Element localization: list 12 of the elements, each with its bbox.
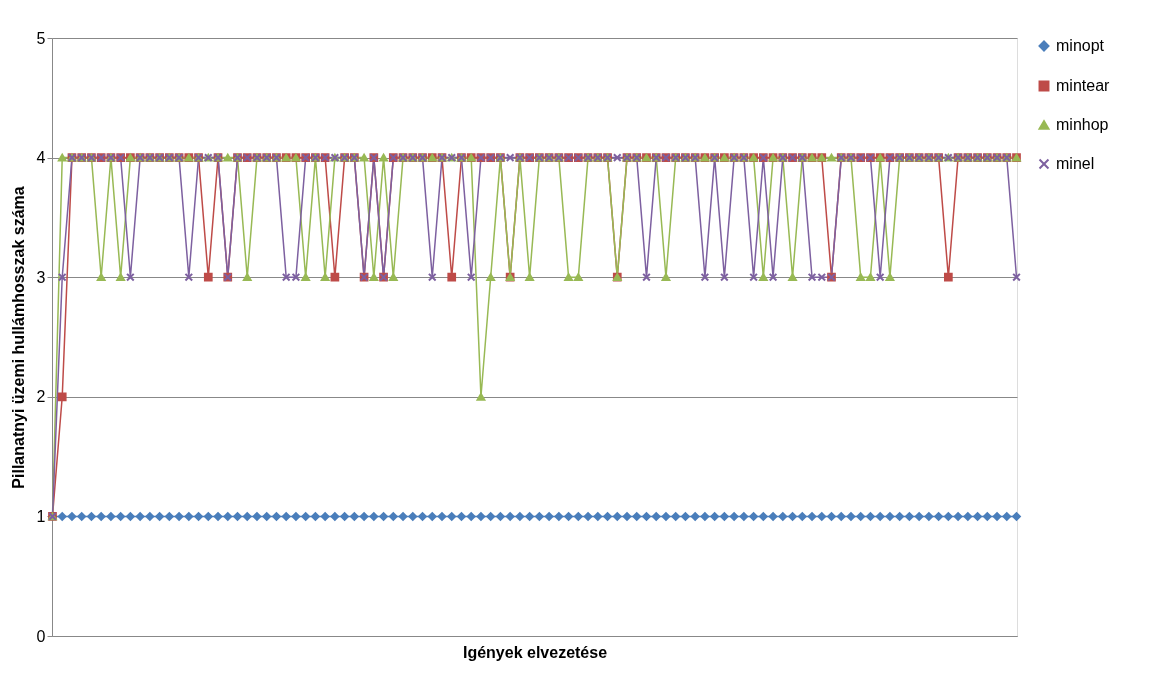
legend-label: minhop bbox=[1056, 116, 1109, 133]
y-axis-title: Pillanatnyi üzemi hullámhosszak száma bbox=[9, 186, 27, 489]
legend-label: minel bbox=[1056, 155, 1095, 172]
y-tick-label: 1 bbox=[36, 507, 46, 525]
legend-label: mintear bbox=[1056, 77, 1111, 94]
y-tick-label: 3 bbox=[36, 268, 46, 286]
y-tick-label: 0 bbox=[36, 627, 46, 645]
y-tick-label: 2 bbox=[36, 388, 46, 406]
x-axis-title: Igények elvezetése bbox=[462, 643, 608, 661]
y-tick-label: 5 bbox=[36, 29, 46, 47]
y-tick-label: 4 bbox=[36, 149, 46, 167]
legend-label: minopt bbox=[1056, 37, 1105, 54]
